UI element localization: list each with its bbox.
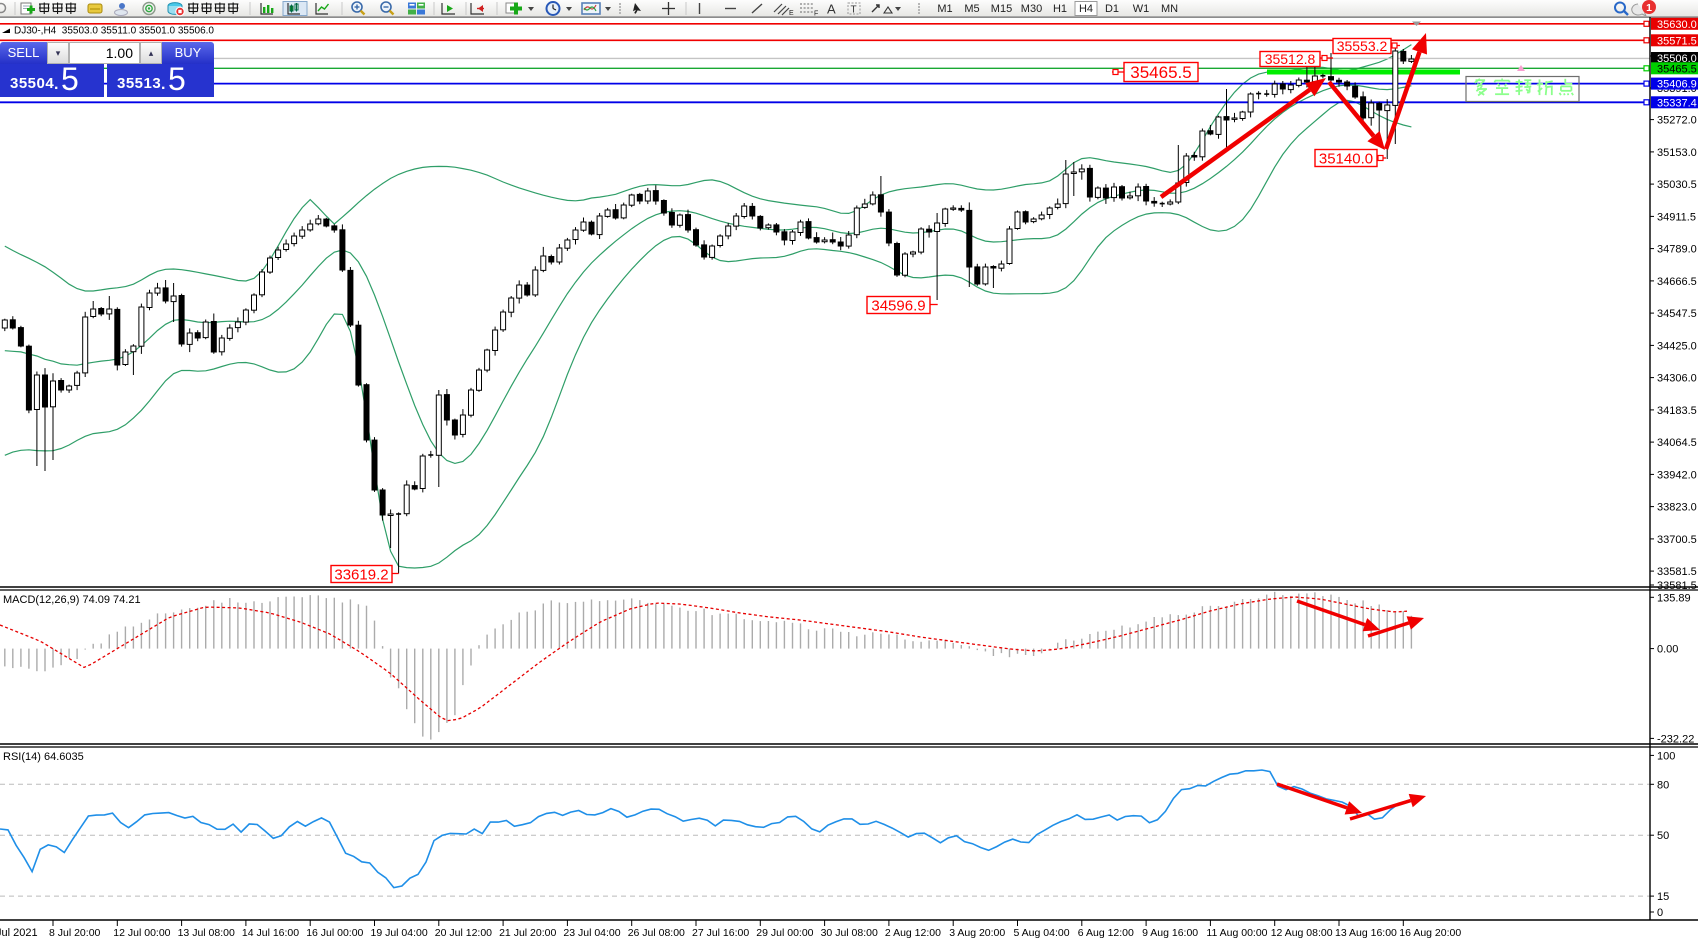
- svg-text:20 Jul 12:00: 20 Jul 12:00: [435, 927, 492, 939]
- svg-text:8 Jul 20:00: 8 Jul 20:00: [49, 927, 101, 939]
- svg-text:E: E: [789, 10, 794, 17]
- svg-text:F: F: [814, 11, 818, 18]
- svg-text:33581.5: 33581.5: [1657, 580, 1697, 592]
- svg-text:80: 80: [1657, 779, 1669, 791]
- svg-text:13 Jul 08:00: 13 Jul 08:00: [178, 927, 235, 939]
- svg-text:35465.5: 35465.5: [1657, 63, 1697, 75]
- svg-text:14 Jul 16:00: 14 Jul 16:00: [242, 927, 299, 939]
- svg-text:16 Jul 00:00: 16 Jul 00:00: [306, 927, 363, 939]
- svg-text:35337.4: 35337.4: [1657, 97, 1697, 109]
- svg-text:33619.2: 33619.2: [334, 566, 388, 583]
- svg-text:Jul 2021: Jul 2021: [0, 927, 38, 939]
- svg-text:33823.0: 33823.0: [1657, 502, 1697, 514]
- svg-text:35630.0: 35630.0: [1657, 19, 1697, 31]
- svg-text:29 Jul 00:00: 29 Jul 00:00: [756, 927, 813, 939]
- svg-text:34666.5: 34666.5: [1657, 276, 1697, 288]
- svg-text:35406.9: 35406.9: [1657, 79, 1697, 91]
- svg-text:12 Jul 00:00: 12 Jul 00:00: [113, 927, 170, 939]
- svg-text:30 Jul 08:00: 30 Jul 08:00: [821, 927, 878, 939]
- svg-text:3 Aug 20:00: 3 Aug 20:00: [949, 927, 1005, 939]
- svg-text:34911.5: 34911.5: [1657, 211, 1696, 223]
- svg-text:12 Aug 08:00: 12 Aug 08:00: [1271, 927, 1333, 939]
- svg-text:MN: MN: [1161, 3, 1178, 15]
- svg-text:33700.5: 33700.5: [1657, 534, 1697, 546]
- svg-text:19 Jul 04:00: 19 Jul 04:00: [371, 927, 428, 939]
- svg-text:21 Jul 20:00: 21 Jul 20:00: [499, 927, 556, 939]
- svg-text:T: T: [851, 5, 857, 16]
- svg-text:33581.5: 33581.5: [1657, 566, 1697, 578]
- svg-text:5 Aug 04:00: 5 Aug 04:00: [1014, 927, 1070, 939]
- svg-text:16 Aug 20:00: 16 Aug 20:00: [1399, 927, 1461, 939]
- svg-text:35506.0: 35506.0: [1657, 53, 1697, 65]
- svg-text:35512.8: 35512.8: [1265, 51, 1316, 67]
- svg-text:H1: H1: [1053, 3, 1067, 15]
- svg-text:M1: M1: [937, 3, 952, 15]
- svg-text:23 Jul 04:00: 23 Jul 04:00: [563, 927, 620, 939]
- svg-text:100: 100: [1657, 750, 1675, 762]
- svg-text:26 Jul 08:00: 26 Jul 08:00: [628, 927, 685, 939]
- svg-text:34183.5: 34183.5: [1657, 405, 1697, 417]
- svg-text:34789.0: 34789.0: [1657, 244, 1697, 256]
- svg-text:M5: M5: [964, 3, 979, 15]
- svg-text:34596.9: 34596.9: [871, 297, 925, 314]
- svg-text:34306.0: 34306.0: [1657, 373, 1697, 385]
- svg-text:1: 1: [1646, 2, 1652, 14]
- svg-text:13 Aug 16:00: 13 Aug 16:00: [1335, 927, 1397, 939]
- svg-text:135.89: 135.89: [1657, 592, 1691, 604]
- svg-text:35571.5: 35571.5: [1657, 35, 1697, 47]
- svg-text:W1: W1: [1133, 3, 1150, 15]
- svg-text:35553.2: 35553.2: [1337, 38, 1388, 54]
- svg-text:RSI(14) 64.6035: RSI(14) 64.6035: [3, 751, 84, 763]
- svg-text:A: A: [827, 2, 836, 17]
- svg-text:M15: M15: [991, 3, 1012, 15]
- svg-text:2 Aug 12:00: 2 Aug 12:00: [885, 927, 941, 939]
- svg-text:34064.5: 34064.5: [1657, 437, 1697, 449]
- svg-text:33942.0: 33942.0: [1657, 469, 1697, 481]
- svg-text:50: 50: [1657, 830, 1669, 842]
- svg-text:DJ30-,H4 35503.0 35511.0 3550: DJ30-,H4 35503.0 35511.0 35501.0 35506.0: [14, 26, 214, 37]
- svg-text:34425.0: 34425.0: [1657, 340, 1697, 352]
- svg-text:H4: H4: [1079, 3, 1093, 15]
- svg-text:11 Aug 00:00: 11 Aug 00:00: [1206, 927, 1267, 939]
- svg-text:15: 15: [1657, 891, 1669, 903]
- svg-text:9 Aug 16:00: 9 Aug 16:00: [1142, 927, 1198, 939]
- svg-text:6 Aug 12:00: 6 Aug 12:00: [1078, 927, 1134, 939]
- svg-text:M30: M30: [1021, 3, 1042, 15]
- svg-text:35272.0: 35272.0: [1657, 115, 1697, 127]
- svg-text:35153.0: 35153.0: [1657, 147, 1697, 159]
- svg-text:34547.5: 34547.5: [1657, 308, 1697, 320]
- svg-text:D1: D1: [1105, 3, 1119, 15]
- svg-text:35465.5: 35465.5: [1130, 63, 1191, 82]
- svg-text:35140.0: 35140.0: [1319, 150, 1373, 167]
- svg-text:0: 0: [1657, 907, 1663, 919]
- svg-text:27 Jul 16:00: 27 Jul 16:00: [692, 927, 749, 939]
- svg-text:MACD(12,26,9) 74.09 74.21: MACD(12,26,9) 74.09 74.21: [3, 594, 141, 606]
- svg-text:0.00: 0.00: [1657, 644, 1678, 656]
- svg-text:-232.22: -232.22: [1657, 733, 1694, 745]
- svg-text:35030.5: 35030.5: [1657, 179, 1697, 191]
